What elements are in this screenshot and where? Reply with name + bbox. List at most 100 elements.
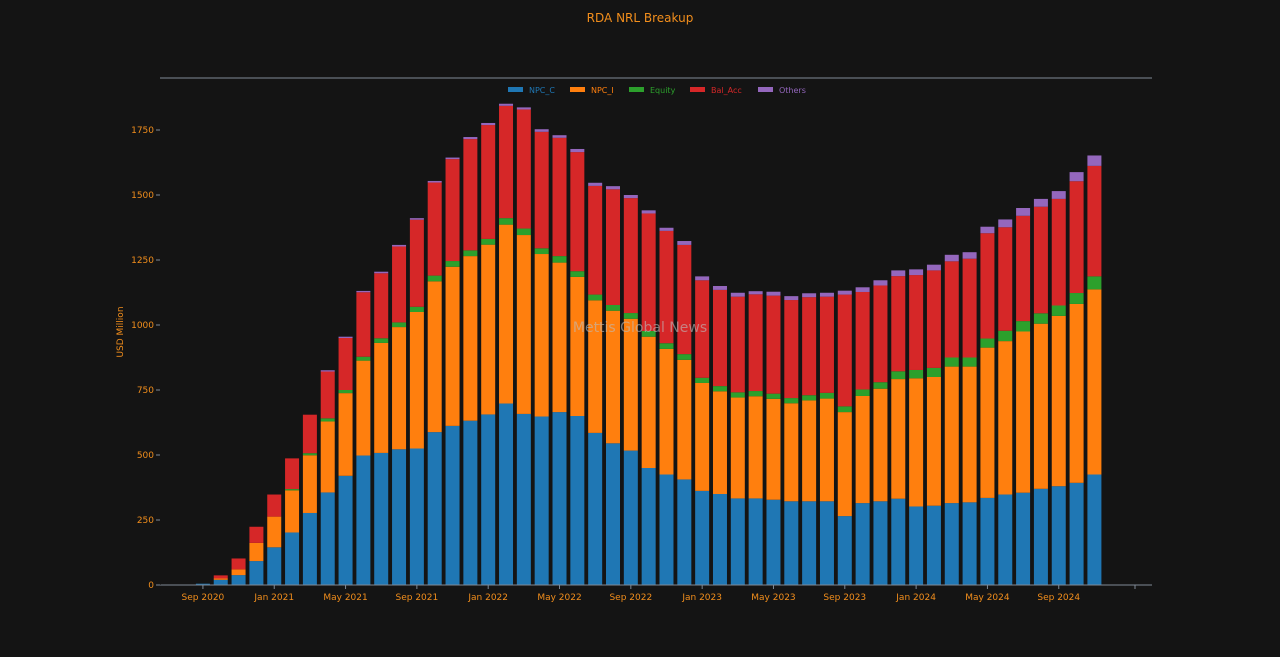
bar-segment-npc-i: [802, 400, 817, 502]
bar-segment-npc-c: [623, 450, 638, 585]
bar-segment-equity: [1033, 313, 1048, 324]
bar-segment-npc-c: [409, 448, 424, 585]
bar-segment-equity: [534, 248, 549, 255]
bar-segment-others: [570, 148, 585, 153]
bar-segment-npc-i: [285, 490, 300, 533]
bar-segment-others: [374, 271, 389, 274]
bar-segment-bal-acc: [926, 270, 941, 368]
bar-segment-bal-acc: [891, 276, 906, 372]
bar-segment-npc-i: [855, 395, 870, 504]
bar-segment-equity: [285, 489, 300, 491]
bar-segment-others: [623, 195, 638, 199]
bar-segment-npc-c: [712, 494, 727, 585]
bar-segment-bal-acc: [1051, 198, 1066, 306]
bar-segment-others: [730, 292, 745, 297]
bar-segment-npc-c: [213, 579, 228, 585]
bar-segment-bal-acc: [837, 294, 852, 407]
bar-segment-others: [766, 291, 781, 296]
bar-segment-npc-i: [873, 388, 888, 502]
bar-segment-npc-c: [249, 561, 264, 585]
bar-segment-equity: [1087, 276, 1102, 290]
bar-segment-npc-c: [463, 420, 478, 585]
bar-segment-npc-c: [819, 501, 834, 585]
x-tick-label: May 2023: [751, 593, 795, 603]
bar-segment-npc-c: [695, 490, 710, 585]
bar-segment-npc-i: [641, 336, 656, 468]
bar-segment-bal-acc: [392, 246, 407, 323]
bar-segment-npc-i: [552, 262, 567, 413]
bar-segment-npc-c: [980, 497, 995, 585]
legend-swatch-equity: [629, 87, 644, 92]
bar-segment-npc-i: [427, 281, 442, 433]
bar-segment-bal-acc: [748, 294, 763, 392]
bar-segment-bal-acc: [998, 227, 1013, 331]
bar-segment-npc-c: [552, 412, 567, 585]
bar-segment-equity: [712, 386, 727, 392]
bar-segment-equity: [980, 338, 995, 348]
bar-segment-others: [980, 226, 995, 234]
bar-segment-npc-c: [855, 503, 870, 585]
bar-segment-npc-c: [659, 474, 674, 585]
bar-segment-bal-acc: [784, 300, 799, 399]
bar-segment-npc-i: [534, 254, 549, 417]
bar-segment-npc-i: [338, 393, 353, 476]
bar-segment-bal-acc: [570, 152, 585, 272]
bar-segment-equity: [837, 406, 852, 413]
bar-segment-npc-c: [499, 403, 514, 585]
bar-segment-npc-c: [570, 416, 585, 585]
bar-segment-bal-acc: [802, 297, 817, 396]
bar-segment-others: [392, 244, 407, 247]
x-tick-label: May 2022: [537, 593, 581, 603]
axes-layer: 0 250 500 750 1000 1250 1500 1750 Sep 2020 Jan 20…: [131, 80, 1152, 603]
bar-segment-npc-i: [891, 379, 906, 499]
bar-segment-bal-acc: [427, 182, 442, 276]
bar-segment-npc-i: [712, 391, 727, 494]
bar-segment-bal-acc: [909, 275, 924, 370]
bar-segment-bal-acc: [980, 233, 995, 339]
bar-segment-others: [409, 218, 424, 220]
bar-segment-npc-i: [606, 310, 620, 444]
bar-segment-bal-acc: [641, 213, 656, 331]
bar-segment-bal-acc: [730, 296, 745, 393]
bar-segment-equity: [641, 330, 656, 337]
bar-segment-npc-i: [623, 318, 638, 451]
bar-segment-others: [677, 241, 692, 245]
bar-segment-bal-acc: [481, 125, 496, 239]
bar-segment-equity: [802, 395, 817, 401]
bar-segment-npc-c: [998, 494, 1013, 585]
legend: NPC_C NPC_I Equity Bal_Acc Others: [508, 86, 806, 95]
bar-segment-equity: [962, 357, 977, 367]
bar-segment-others: [891, 270, 906, 277]
bar-segment-others: [837, 290, 852, 295]
bar-segment-npc-c: [730, 498, 745, 585]
y-tick-label: 250: [137, 516, 154, 526]
bar-segment-equity: [819, 392, 834, 399]
bar-segment-npc-c: [641, 468, 656, 585]
bar-segment-npc-i: [1069, 303, 1084, 483]
bar-segment-npc-c: [392, 449, 407, 585]
x-tick-label: Sep 2021: [396, 593, 439, 603]
bar-segment-equity: [623, 313, 638, 319]
bar-segment-bal-acc: [374, 273, 389, 339]
bar-segment-npc-i: [766, 398, 781, 500]
bar-segment-equity: [873, 382, 888, 389]
bar-segment-npc-i: [944, 366, 959, 504]
bar-segment-others: [641, 210, 656, 214]
y-tick-label: 750: [137, 386, 154, 396]
bar-segment-npc-i: [980, 347, 995, 498]
bar-segment-others: [944, 254, 959, 262]
bar-segment-npc-c: [1087, 474, 1102, 585]
bar-segment-bal-acc: [695, 280, 710, 378]
bar-segment-npc-c: [944, 503, 959, 585]
bar-segment-others: [873, 280, 888, 286]
bar-segment-bal-acc: [516, 109, 531, 229]
bar-segment-equity: [730, 392, 745, 398]
bar-segment-npc-i: [231, 569, 246, 576]
bar-segment-bal-acc: [534, 131, 549, 249]
watermark: Mettis Global News: [573, 320, 707, 336]
bar-segment-equity: [909, 369, 924, 379]
bar-segment-npc-i: [374, 342, 389, 453]
bar-segment-npc-i: [748, 396, 763, 499]
bar-segment-equity: [606, 304, 620, 311]
